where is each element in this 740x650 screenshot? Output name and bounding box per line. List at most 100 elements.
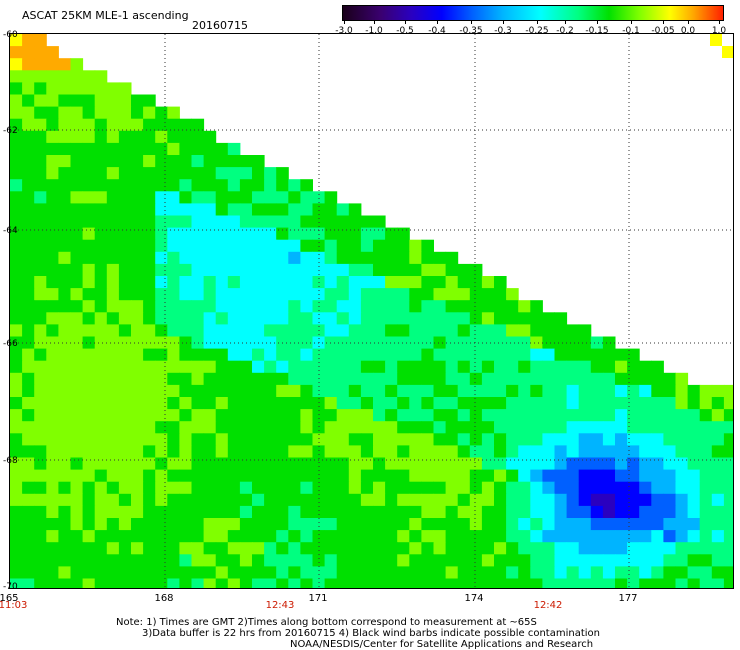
wind-cell xyxy=(191,409,205,422)
wind-cell xyxy=(542,433,555,446)
wind-cell xyxy=(155,300,168,313)
wind-cell xyxy=(530,372,543,386)
wind-cell xyxy=(82,542,96,555)
wind-cell xyxy=(421,312,434,325)
wind-cell xyxy=(227,360,241,374)
wind-cell xyxy=(34,82,47,95)
wind-cell xyxy=(276,554,289,567)
wind-cell xyxy=(590,421,604,434)
wind-cell xyxy=(106,130,120,144)
wind-cell xyxy=(312,421,326,434)
wind-cell xyxy=(46,130,59,144)
wind-cell xyxy=(46,58,59,71)
wind-cell xyxy=(34,469,47,483)
wind-cell xyxy=(58,457,71,471)
wind-cell xyxy=(300,421,313,434)
wind-cell xyxy=(348,518,362,531)
wind-cell xyxy=(288,239,301,253)
wind-cell xyxy=(58,505,71,519)
wind-cell xyxy=(421,348,434,362)
wind-cell xyxy=(143,203,156,216)
wind-cell xyxy=(203,530,217,543)
wind-cell xyxy=(106,518,120,531)
wind-cell xyxy=(578,505,592,519)
wind-cell xyxy=(264,203,277,216)
wind-cell xyxy=(530,433,543,446)
wind-cell xyxy=(203,372,217,386)
wind-cell xyxy=(131,251,144,265)
color-scale-label: -0.35 xyxy=(459,26,483,36)
wind-cell xyxy=(264,360,277,374)
wind-cell xyxy=(663,384,676,398)
wind-cell xyxy=(94,142,108,156)
wind-cell xyxy=(106,179,120,192)
wind-cell xyxy=(106,505,120,519)
wind-cell xyxy=(675,566,689,579)
wind-cell xyxy=(94,106,108,120)
wind-cell xyxy=(34,58,47,71)
wind-cell xyxy=(578,469,592,483)
wind-cell xyxy=(191,530,205,543)
wind-cell xyxy=(336,469,350,483)
wind-cell xyxy=(70,505,84,519)
wind-cell xyxy=(348,251,362,265)
wind-cell xyxy=(22,167,35,180)
wind-cell xyxy=(312,227,326,241)
wind-cell xyxy=(360,542,374,555)
wind-cell xyxy=(179,397,192,410)
wind-cell xyxy=(203,566,217,579)
wind-cell xyxy=(143,530,156,543)
wind-cell xyxy=(94,457,108,471)
wind-cell xyxy=(494,397,507,410)
wind-cell xyxy=(58,155,71,168)
wind-cell xyxy=(179,130,192,144)
wind-cell xyxy=(312,457,326,471)
latitude-label: -68 xyxy=(3,456,18,466)
wind-cell xyxy=(34,142,47,156)
wind-cell xyxy=(179,409,192,422)
wind-cell xyxy=(94,251,108,265)
wind-cell xyxy=(288,457,301,471)
wind-cell xyxy=(518,384,531,398)
wind-cell xyxy=(288,276,301,289)
wind-cell xyxy=(203,239,217,253)
wind-cell xyxy=(10,397,23,410)
wind-cell xyxy=(82,384,96,398)
color-scale-tick xyxy=(719,20,720,24)
wind-cell xyxy=(373,578,386,588)
wind-cell xyxy=(324,276,338,289)
wind-cell xyxy=(22,300,35,313)
wind-cell xyxy=(34,505,47,519)
wind-cell xyxy=(385,457,398,471)
wind-cell xyxy=(494,348,507,362)
wind-cell xyxy=(58,167,71,180)
wind-cell xyxy=(578,324,592,337)
wind-cell xyxy=(118,215,132,229)
wind-cell xyxy=(397,384,410,398)
wind-cell xyxy=(518,530,531,543)
wind-cell xyxy=(639,421,652,434)
wind-cell xyxy=(445,348,459,362)
wind-cell xyxy=(252,203,265,216)
wind-cell xyxy=(58,409,71,422)
wind-cell xyxy=(360,397,374,410)
wind-cell xyxy=(191,578,205,588)
wind-cell xyxy=(336,263,350,277)
wind-cell xyxy=(590,457,604,471)
wind-cell xyxy=(639,530,652,543)
wind-cell xyxy=(155,155,168,168)
wind-cell xyxy=(457,421,471,434)
wind-cell xyxy=(433,312,447,325)
wind-cell xyxy=(118,82,132,95)
wind-cell xyxy=(288,372,301,386)
wind-cell xyxy=(106,300,120,313)
wind-cell xyxy=(530,578,543,588)
wind-cell xyxy=(155,372,168,386)
wind-cell xyxy=(651,372,664,386)
wind-cell xyxy=(615,409,628,422)
wind-cell xyxy=(131,481,144,495)
wind-cell xyxy=(324,288,338,301)
wind-cell xyxy=(409,324,422,337)
wind-cell xyxy=(58,263,71,277)
wind-cell xyxy=(457,457,471,471)
